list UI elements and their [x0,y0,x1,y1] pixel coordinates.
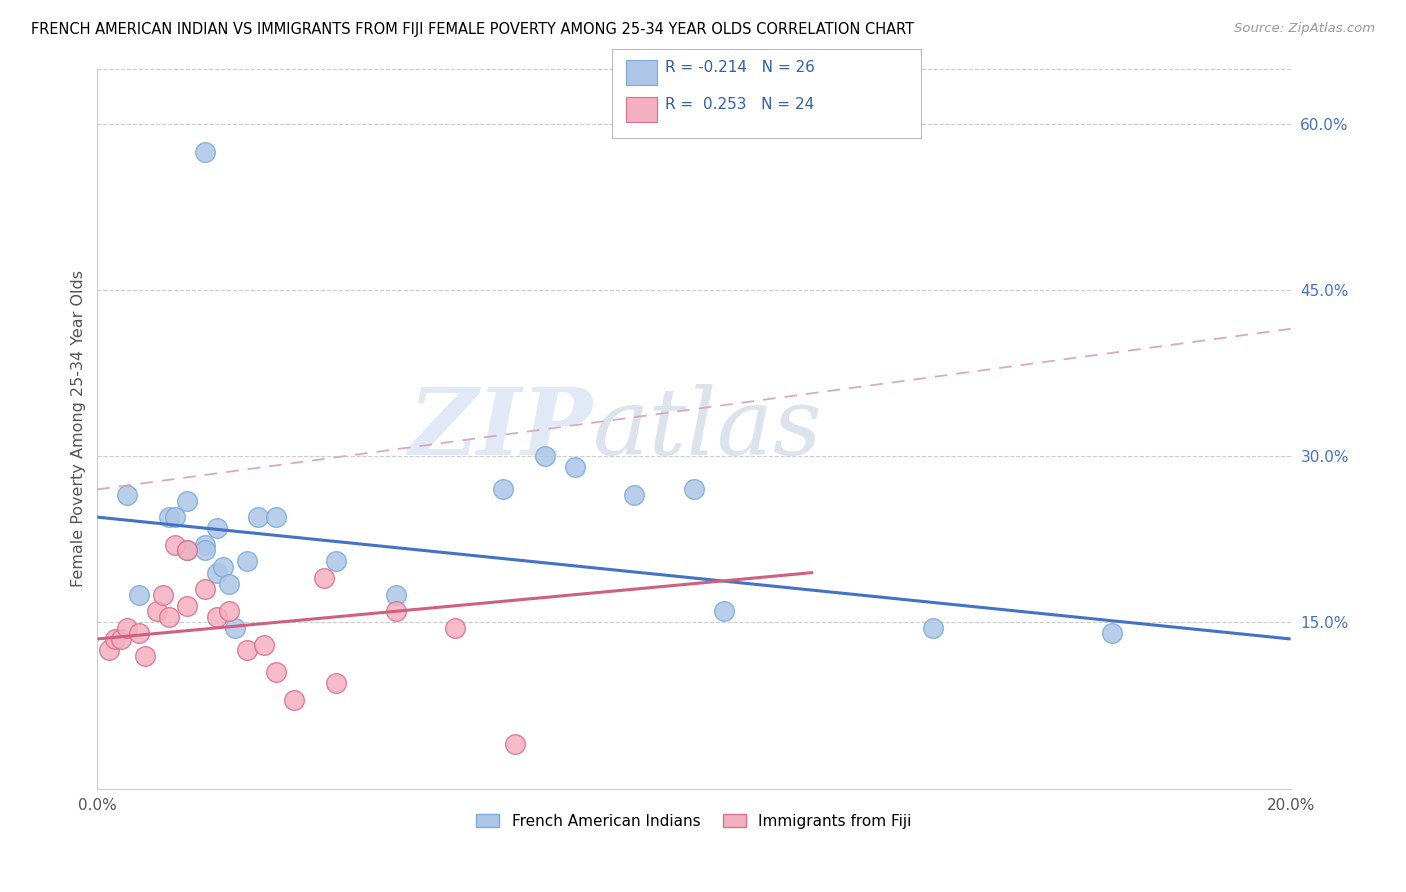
Point [224,621,246,635]
Point [115,621,138,635]
Point [218,604,240,618]
Point [152,588,174,602]
Y-axis label: Female Poverty Among 25-34 Year Olds: Female Poverty Among 25-34 Year Olds [72,270,86,587]
Point [157,510,180,524]
Point [163,510,186,524]
Point [194,543,217,558]
Point [98,643,121,657]
Point [157,610,180,624]
Text: ZIP: ZIP [408,384,592,474]
Point [211,560,233,574]
Point [312,571,335,585]
Point [283,693,305,707]
Point [176,599,198,613]
Point [384,588,406,602]
Point [253,638,276,652]
Point [176,543,198,558]
Text: R = -0.214   N = 26: R = -0.214 N = 26 [665,60,815,75]
Point [325,554,347,568]
Point [205,566,228,580]
Point [218,576,240,591]
Point [205,610,228,624]
Point [266,510,288,524]
Point [503,737,526,751]
Point [176,543,198,558]
Point [266,665,288,680]
Point [683,483,706,497]
Point [384,604,406,618]
Point [194,145,217,159]
Point [115,488,138,502]
Text: FRENCH AMERICAN INDIAN VS IMMIGRANTS FROM FIJI FEMALE POVERTY AMONG 25-34 YEAR O: FRENCH AMERICAN INDIAN VS IMMIGRANTS FRO… [31,22,914,37]
Point [623,488,645,502]
Text: Source: ZipAtlas.com: Source: ZipAtlas.com [1234,22,1375,36]
Point [1101,626,1123,640]
Point [492,483,515,497]
Point [163,538,186,552]
Point [921,621,943,635]
Point [444,621,467,635]
Point [325,676,347,690]
Text: atlas: atlas [592,384,823,474]
Point [146,604,169,618]
Point [235,554,257,568]
Point [533,449,555,463]
Point [176,493,198,508]
Point [564,460,586,475]
Point [194,538,217,552]
Point [713,604,735,618]
Point [134,648,156,663]
Point [110,632,132,646]
Point [104,632,127,646]
Point [247,510,270,524]
Point [194,582,217,596]
Point [128,588,150,602]
Point [235,643,257,657]
Point [205,521,228,535]
Legend: French American Indians, Immigrants from Fiji: French American Indians, Immigrants from… [470,807,918,835]
Text: R =  0.253   N = 24: R = 0.253 N = 24 [665,97,814,112]
Point [128,626,150,640]
